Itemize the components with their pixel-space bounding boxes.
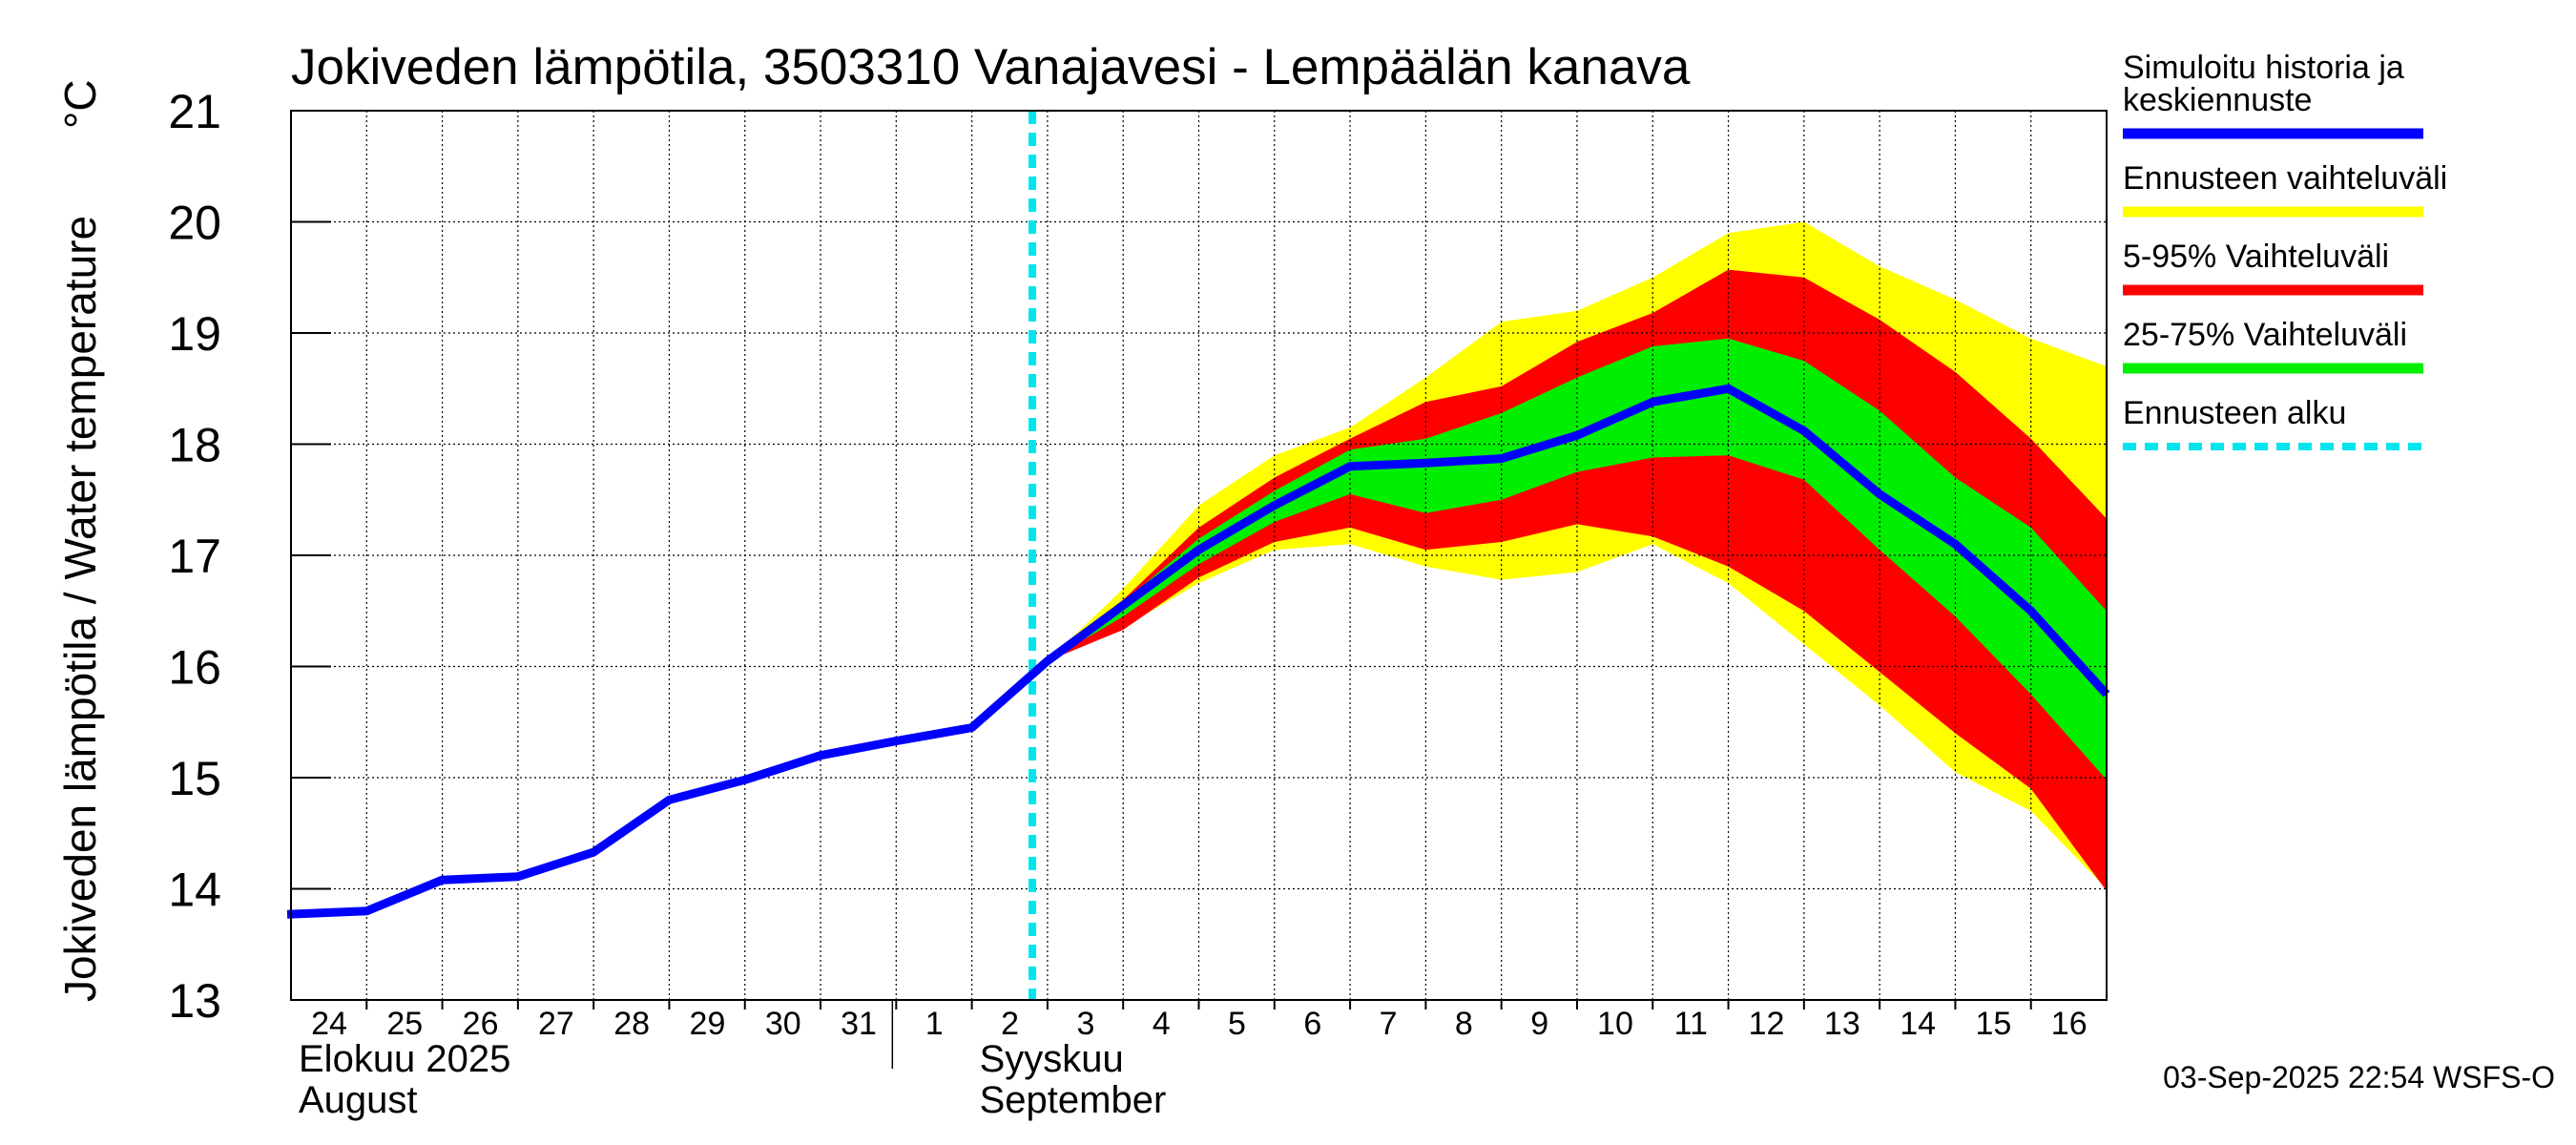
x-tick-label: 13: [1824, 1006, 1860, 1042]
x-tick-label: 6: [1303, 1006, 1321, 1042]
x-tick-label: 25: [386, 1006, 423, 1042]
legend-label-2: Ennusteen vaihteluväli: [2123, 160, 2447, 197]
y-axis-label: Jokiveden lämpötila / Water temperature: [55, 216, 105, 1002]
y-tick-label: 20: [168, 197, 221, 250]
month-label-en-2: September: [980, 1079, 1167, 1121]
x-tick-label: 11: [1674, 1006, 1708, 1042]
x-tick-label: 27: [538, 1006, 574, 1042]
y-tick-label: 19: [168, 307, 221, 361]
y-tick-label: 21: [168, 85, 221, 138]
y-axis-unit-group: °C: [55, 79, 105, 129]
y-tick-label: 17: [168, 530, 221, 583]
x-tick-label: 1: [925, 1006, 944, 1042]
x-tick-label: 8: [1455, 1006, 1473, 1042]
legend-label-3: 5-95% Vaihteluväli: [2123, 239, 2389, 275]
median-forecast-line: [286, 384, 2110, 919]
x-tick-labels: 24 25 26 27 28 29 30 31 1 2 3 4 5 6 7 8 9 10 11 12 13 14 15 16: [311, 1006, 2088, 1042]
x-tick-label: 10: [1597, 1006, 1633, 1042]
x-tick-label: 5: [1228, 1006, 1246, 1042]
month-label-fi-2: Syyskuu: [980, 1038, 1124, 1080]
x-tick-label: 16: [2051, 1006, 2088, 1042]
y-axis-label-group: Jokiveden lämpötila / Water temperature: [55, 216, 105, 1002]
x-tick-label: 12: [1749, 1006, 1785, 1042]
timestamp: 03-Sep-2025 22:54 WSFS-O: [2163, 1060, 2555, 1094]
y-tick-label: 13: [168, 974, 221, 1028]
grid-lines: [291, 111, 2107, 1000]
x-tick-label: 30: [765, 1006, 801, 1042]
x-tick-label: 28: [613, 1006, 650, 1042]
legend-label-1: keskiennuste: [2123, 82, 2312, 118]
x-tick-label: 14: [1900, 1006, 1936, 1042]
month-label-fi-1: Elokuu 2025: [299, 1038, 510, 1080]
x-tick-label: 15: [1976, 1006, 2012, 1042]
x-tick-label: 26: [463, 1006, 499, 1042]
band-3: [1047, 338, 2107, 781]
x-tick-label: 9: [1530, 1006, 1548, 1042]
y-tick-label: 16: [168, 641, 221, 695]
legend-label-5: Ennusteen alku: [2123, 395, 2346, 431]
x-tick-label: 2: [1001, 1006, 1019, 1042]
y-tick-label: 14: [168, 864, 221, 917]
series-lines: [286, 384, 2110, 919]
x-tick-label: 31: [841, 1006, 877, 1042]
legend-label-4: 25-75% Vaihteluväli: [2123, 317, 2407, 353]
x-tick-label: 29: [690, 1006, 726, 1042]
x-tick-label: 7: [1380, 1006, 1398, 1042]
y-tick-label: 15: [168, 752, 221, 805]
x-tick-label: 4: [1153, 1006, 1171, 1042]
y-tick-labels: 13 14 15 16 17 18 19 20 21: [168, 85, 221, 1028]
plot-frame: [290, 110, 2108, 1069]
x-tick-label: 24: [311, 1006, 347, 1042]
x-tick-label: 3: [1076, 1006, 1094, 1042]
chart-title: Jokiveden lämpötila, 3503310 Vanajavesi …: [291, 39, 1691, 95]
month-label-en-1: August: [299, 1079, 418, 1121]
legend-label-1: Simuloitu historia ja: [2123, 50, 2404, 86]
y-tick-label: 18: [168, 419, 221, 472]
y-axis-unit: °C: [55, 79, 105, 129]
